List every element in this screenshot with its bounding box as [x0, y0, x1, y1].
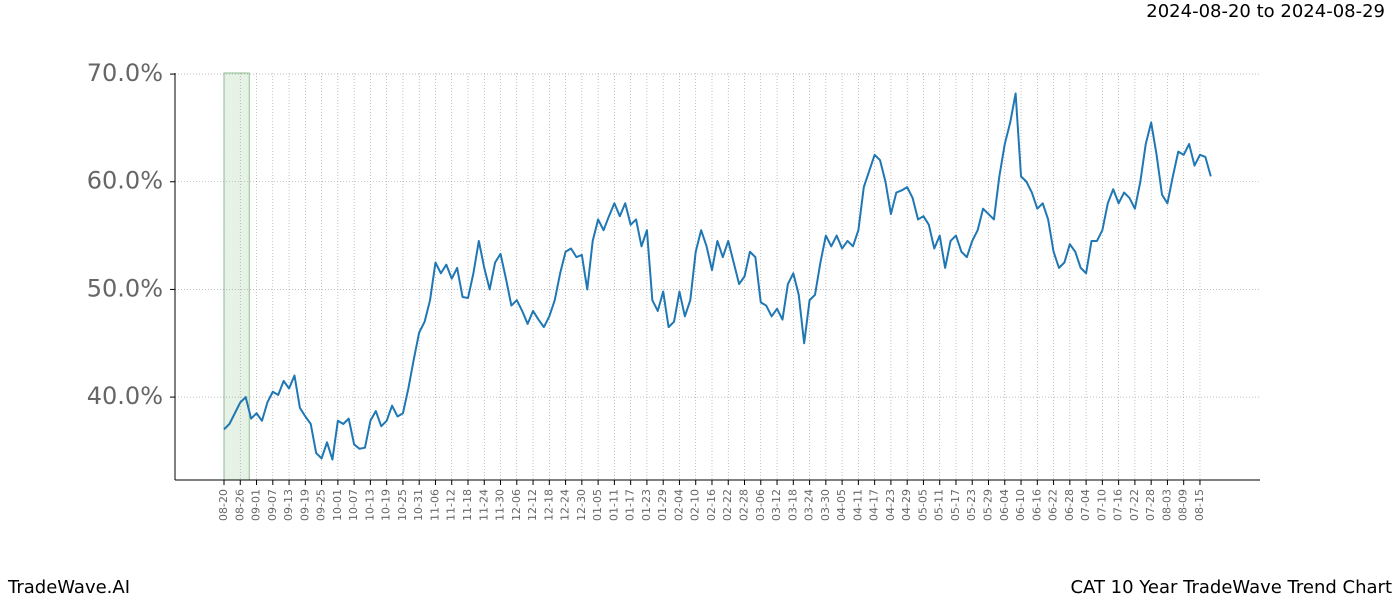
x-tick-label: 07-10 — [1095, 489, 1108, 521]
trend-line — [223, 92, 1212, 461]
x-tick-label: 01-17 — [624, 489, 637, 521]
x-tick-label: 08-20 — [217, 489, 230, 521]
x-tick-label: 04-29 — [900, 489, 913, 521]
x-tick-label: 01-05 — [591, 489, 604, 521]
x-tick-label: 07-16 — [1112, 489, 1125, 521]
x-tick-label: 02-16 — [705, 489, 718, 521]
x-tick-label: 04-05 — [835, 489, 848, 521]
y-tick-label: 40.0% — [87, 382, 163, 410]
x-tick-label: 10-19 — [380, 489, 393, 521]
x-tick-label: 10-13 — [363, 489, 376, 521]
x-tick-label: 06-16 — [1030, 489, 1043, 521]
x-tick-label: 01-29 — [656, 489, 669, 521]
x-tick-label: 02-10 — [689, 489, 702, 521]
x-tick-label: 07-04 — [1079, 489, 1092, 521]
x-tick-label: 03-12 — [770, 489, 783, 521]
brand: TradeWave.AI — [7, 577, 130, 598]
x-tick-label: 01-23 — [640, 489, 653, 521]
y-tick-label: 70.0% — [87, 59, 163, 87]
highlight-span — [223, 72, 250, 481]
x-tick-label: 07-22 — [1128, 489, 1141, 521]
x-tick-label: 08-26 — [233, 489, 246, 521]
x-tick-label: 04-17 — [868, 489, 881, 521]
x-tick-label: 11-30 — [494, 489, 507, 521]
x-tick-label: 02-04 — [672, 489, 685, 521]
x-tick-label: 09-01 — [250, 489, 263, 521]
x-tick-label: 05-05 — [916, 489, 929, 521]
x-tick-label: 03-24 — [803, 489, 816, 521]
x-tick-label: 11-18 — [461, 489, 474, 521]
x-tick-label: 09-25 — [315, 489, 328, 521]
x-tick-label: 10-01 — [331, 489, 344, 521]
x-tick-label: 05-23 — [965, 489, 978, 521]
x-tick-label: 09-07 — [266, 489, 279, 521]
x-tick-label: 08-03 — [1160, 489, 1173, 521]
x-tick-label: 06-10 — [1014, 489, 1027, 521]
x-tick-label: 10-31 — [412, 489, 425, 521]
x-tick-label: 05-29 — [982, 489, 995, 521]
x-tick-label: 07-28 — [1144, 489, 1157, 521]
x-tick-label: 08-15 — [1193, 489, 1206, 521]
x-tick-label: 08-09 — [1177, 489, 1190, 521]
x-tick-label: 10-25 — [396, 489, 409, 521]
x-tick-label: 04-11 — [851, 489, 864, 521]
x-tick-label: 01-11 — [607, 489, 620, 521]
x-tick-label: 02-28 — [738, 489, 751, 521]
x-tick-label: 09-13 — [282, 489, 295, 521]
x-tick-label: 06-28 — [1063, 489, 1076, 521]
y-tick-label: 60.0% — [87, 167, 163, 195]
date-range: 2024-08-20 to 2024-08-29 — [1146, 1, 1385, 22]
x-tick-label: 04-23 — [884, 489, 897, 521]
x-tick-label: 06-22 — [1047, 489, 1060, 521]
x-tick-label: 05-11 — [933, 489, 946, 521]
x-tick-label: 12-30 — [575, 489, 588, 521]
x-tick-label: 03-30 — [819, 489, 832, 521]
x-tick-label: 12-24 — [559, 489, 572, 521]
y-tick-label: 50.0% — [87, 274, 163, 302]
x-tick-label: 03-18 — [786, 489, 799, 521]
chart-title: CAT 10 Year TradeWave Trend Chart — [1070, 577, 1392, 598]
x-tick-label: 11-06 — [428, 489, 441, 521]
x-tick-label: 05-17 — [949, 489, 962, 521]
x-tick-label: 03-06 — [754, 489, 767, 521]
x-tick-label: 09-19 — [298, 489, 311, 521]
x-tick-label: 06-04 — [998, 489, 1011, 521]
x-tick-label: 12-06 — [510, 489, 523, 521]
x-tick-label: 12-12 — [526, 489, 539, 521]
x-tick-label: 02-22 — [721, 489, 734, 521]
x-tick-label: 12-18 — [542, 489, 555, 521]
x-tick-label: 11-24 — [477, 489, 490, 521]
x-tick-label: 11-12 — [445, 489, 458, 521]
x-tick-label: 10-07 — [347, 489, 360, 521]
